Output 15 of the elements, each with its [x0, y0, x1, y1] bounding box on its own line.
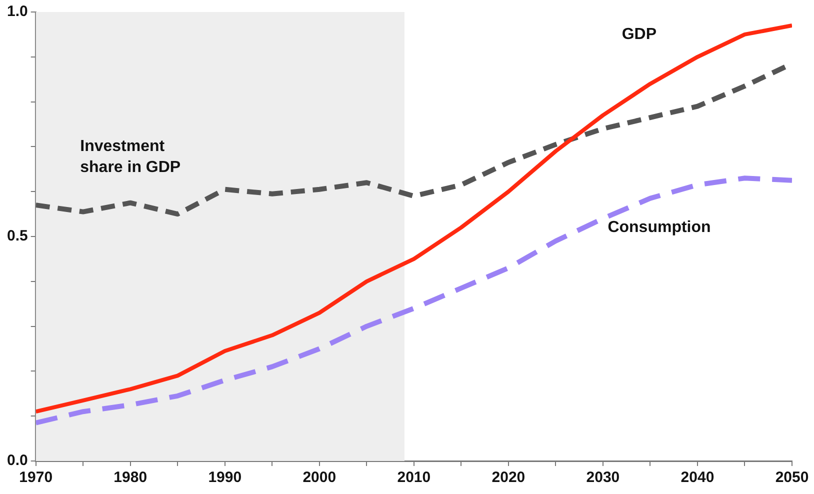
y-tick-label: 0.5 — [6, 228, 28, 245]
series-label: Consumption — [608, 218, 711, 236]
x-tick-label: 1990 — [208, 469, 242, 486]
y-tick-label: 0.0 — [6, 452, 28, 470]
x-tick-label: 1980 — [114, 469, 148, 486]
text: GDP — [622, 26, 657, 43]
x-tick-label: 2050 — [775, 469, 809, 486]
x-tick-label: 2000 — [302, 469, 336, 486]
x-tick-label: 2040 — [680, 469, 714, 486]
x-tick-label: 2030 — [586, 469, 620, 486]
y-tick-label: 1.0 — [6, 3, 28, 20]
x-tick-label: 1970 — [19, 469, 53, 486]
x-tick-label: 2010 — [397, 469, 431, 486]
x-tick-label: 2020 — [492, 469, 526, 486]
text: Investment share in GDP — [80, 138, 181, 176]
